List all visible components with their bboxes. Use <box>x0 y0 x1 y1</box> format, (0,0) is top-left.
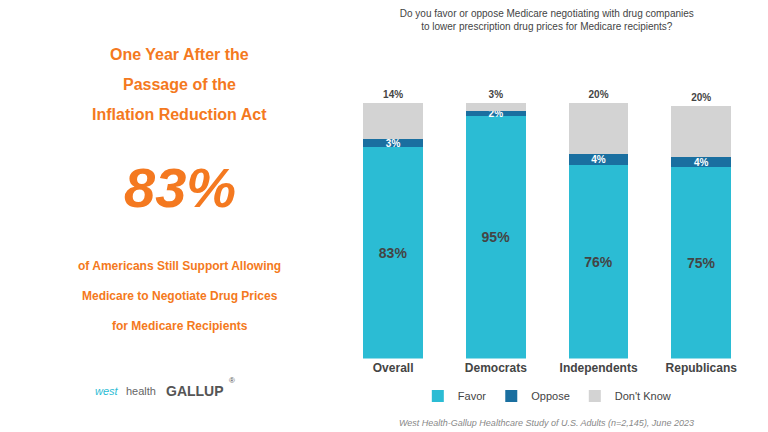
svg-text:Overall: Overall <box>373 361 414 375</box>
svg-text:One Year After the: One Year After the <box>110 46 249 63</box>
svg-text:20%: 20% <box>691 92 711 103</box>
svg-text:75%: 75% <box>687 255 716 271</box>
svg-text:3%: 3% <box>386 138 401 149</box>
svg-text:20%: 20% <box>588 89 608 100</box>
svg-text:Do you favor or oppose Medicar: Do you favor or oppose Medicare negotiat… <box>400 8 694 32</box>
svg-text:®: ® <box>229 376 235 385</box>
svg-text:Republicans: Republicans <box>666 361 738 375</box>
svg-text:health: health <box>126 385 156 397</box>
svg-text:Independents: Independents <box>560 361 638 375</box>
svg-text:95%: 95% <box>482 229 511 245</box>
svg-text:83%: 83% <box>124 156 236 219</box>
svg-text:83%: 83% <box>379 245 408 261</box>
svg-text:Inflation Reduction Act: Inflation Reduction Act <box>92 106 267 123</box>
svg-text:West Health-Gallup Healthcare: West Health-Gallup Healthcare Study of U… <box>399 418 694 428</box>
svg-text:for Medicare Recipients: for Medicare Recipients <box>112 319 248 333</box>
svg-text:14%: 14% <box>383 89 403 100</box>
svg-text:of Americans Still Support All: of Americans Still Support Allowing <box>78 259 281 273</box>
svg-text:Democrats: Democrats <box>465 361 527 375</box>
svg-text:Passage of the: Passage of the <box>123 76 236 93</box>
svg-text:3%: 3% <box>489 89 504 100</box>
svg-text:Medicare to Negotiate Drug Pri: Medicare to Negotiate Drug Prices <box>82 289 278 303</box>
svg-text:Don't Know: Don't Know <box>615 390 671 402</box>
svg-text:4%: 4% <box>694 157 709 168</box>
svg-text:2%: 2% <box>489 108 504 119</box>
svg-text:4%: 4% <box>591 154 606 165</box>
svg-text:Favor: Favor <box>458 390 486 402</box>
svg-text:Oppose: Oppose <box>531 390 570 402</box>
svg-text:west: west <box>95 385 119 397</box>
svg-text:76%: 76% <box>584 254 613 270</box>
svg-text:GALLUP: GALLUP <box>166 383 224 399</box>
